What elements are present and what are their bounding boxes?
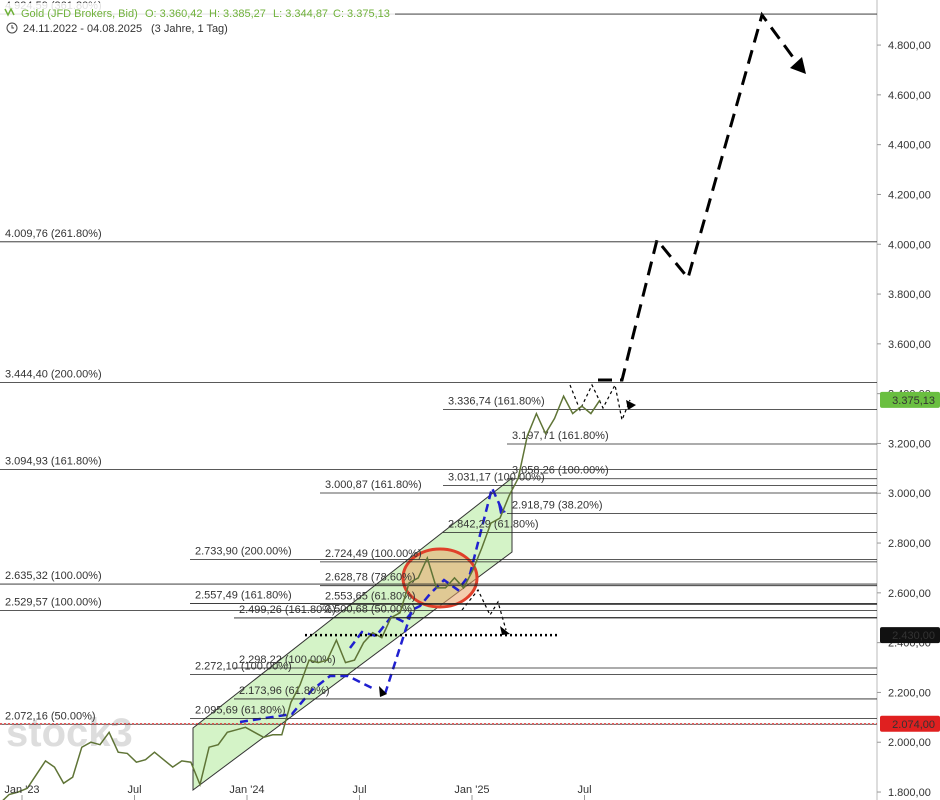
y-tick-label: 2.000,00 (888, 737, 931, 749)
arrow-head (498, 504, 506, 514)
x-tick-label: Jan '24 (229, 784, 264, 796)
ohlc-value: C: 3.375,13 (333, 8, 390, 20)
price-line (2, 394, 601, 800)
level-label: 3.444,40 (200.00%) (5, 369, 102, 381)
level-label: 2.500,68 (50.00%) (325, 604, 416, 616)
x-tick-label: Jul (127, 784, 141, 796)
symbol-title: Gold (JFD Brokers, Bid) (21, 8, 138, 20)
y-tick-label: 2.600,00 (888, 588, 931, 600)
annotations (192, 11, 806, 791)
blue-path (239, 674, 373, 724)
arrow-head (500, 626, 510, 635)
projection-path (598, 11, 800, 382)
y-tick-label: 3.600,00 (888, 339, 931, 351)
level-label: 4.009,76 (261.80%) (5, 228, 102, 240)
blue-path (383, 484, 504, 695)
watermark: stock3 (6, 711, 133, 755)
highlight-circle (401, 547, 479, 609)
dotted-path (569, 383, 631, 423)
x-tick-label: Jul (577, 784, 591, 796)
level-label: 2.842,29 (61.80%) (448, 519, 539, 531)
ohlc-value: L: 3.344,87 (273, 8, 328, 20)
y-tick-label: 2.200,00 (888, 687, 931, 699)
level-label: 2.529,57 (100.00%) (5, 596, 102, 608)
price-badge-label: 3.375,13 (892, 395, 935, 407)
y-tick-label: 4.200,00 (888, 189, 931, 201)
dotted-path (461, 588, 507, 631)
y-tick-label: 4.600,00 (888, 90, 931, 102)
level-label: 2.557,49 (161.80%) (195, 589, 292, 601)
level-label: 2.072,16 (50.00%) (5, 710, 96, 722)
level-label: 3.197,71 (161.80%) (512, 430, 609, 442)
level-label: 3.094,93 (161.80%) (5, 456, 102, 468)
arrow-head (790, 57, 806, 74)
date-period: (3 Jahre, 1 Tag) (151, 23, 228, 35)
y-tick-label: 3.000,00 (888, 488, 931, 500)
level-label: 2.918,79 (38.20%) (512, 499, 603, 511)
x-tick-label: Jan '25 (454, 784, 489, 796)
level-label: 2.173,96 (61.80%) (239, 685, 330, 697)
arrow-head (379, 686, 387, 697)
symbol-icon (4, 7, 15, 17)
price-badge (880, 391, 940, 408)
y-tick-label: 1.800,00 (888, 787, 931, 799)
y-tick-label: 4.400,00 (888, 140, 931, 152)
level-label: 2.095,69 (61.80%) (195, 704, 286, 716)
level-label: 2.499,26 (161.80%) (239, 604, 336, 616)
price-badge (880, 627, 940, 644)
x-tick-label: Jan '23 (4, 784, 39, 796)
level-label: 2.298,22 (100.00%) (239, 654, 336, 666)
x-tick-label: Jul (352, 784, 366, 796)
price-badge (880, 715, 940, 732)
header-bg (0, 3, 395, 19)
level-label: 2.553,65 (61.80%) (325, 590, 416, 602)
ohlc-value: H: 3.385,27 (209, 8, 266, 20)
level-label: 3.031,17 (100.00%) (448, 471, 545, 483)
level-label: 2.272,10 (100.00%) (195, 660, 292, 672)
y-tick-label: 4.800,00 (888, 40, 931, 52)
price-badge-label: 2.074,00 (892, 719, 935, 731)
price-badge-label: 2.430,00 (892, 630, 935, 642)
date-range: 24.11.2022 - 04.08.2025 (23, 23, 142, 35)
arrow-head (626, 400, 636, 410)
level-label: 3.336,74 (161.80%) (448, 395, 545, 407)
level-label: 2.635,32 (100.00%) (5, 570, 102, 582)
level-label: 2.628,78 (78.60%) (325, 572, 416, 584)
ohlc-value: O: 3.360,42 (145, 8, 203, 20)
level-label: 2.733,90 (200.00%) (195, 546, 292, 558)
y-tick-label: 4.000,00 (888, 239, 931, 251)
clock-hand (11, 25, 14, 29)
level-label: 3.000,87 (161.80%) (325, 479, 422, 491)
clock-icon (6, 22, 18, 34)
y-tick-label: 3.200,00 (888, 438, 931, 450)
y-tick-label: 2.800,00 (888, 538, 931, 550)
level-label: 3.058,26 (100.00%) (512, 465, 609, 477)
level-label: 2.724,49 (100.00%) (325, 548, 422, 560)
y-tick-label: 3.800,00 (888, 289, 931, 301)
